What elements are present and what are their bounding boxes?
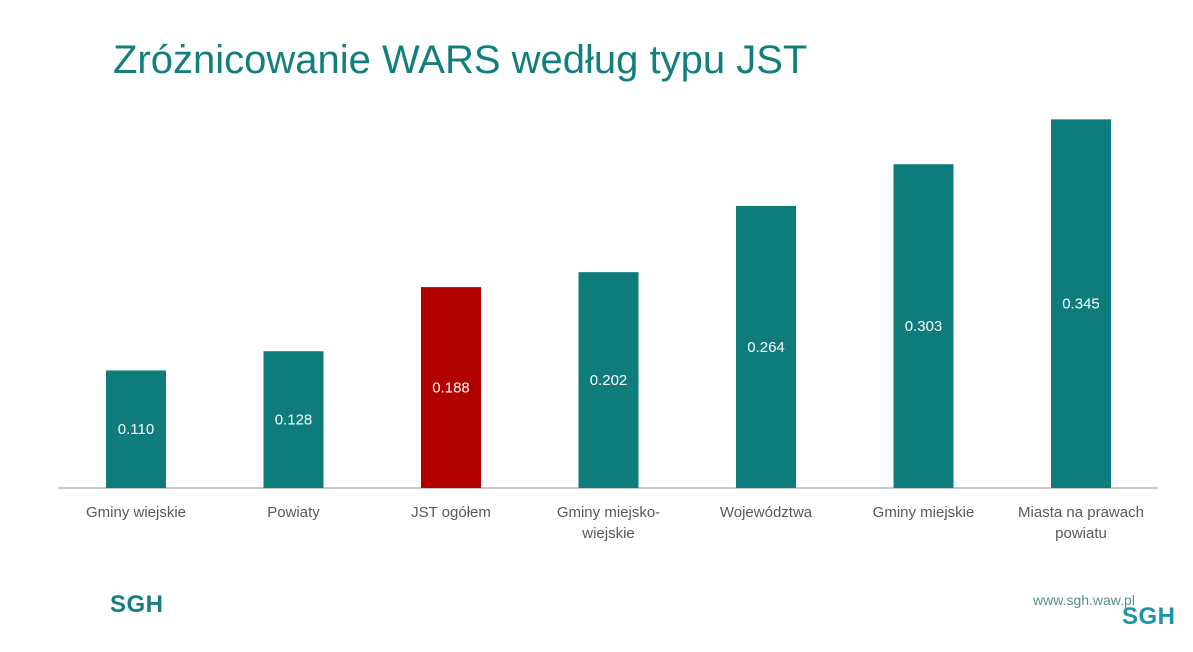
category-label-4: Województwa xyxy=(720,504,813,521)
bar-6 xyxy=(1051,119,1111,488)
bar-value-label-3: 0.202 xyxy=(590,372,628,389)
bar-value-label-1: 0.128 xyxy=(275,412,313,429)
sgh-logo-corner: SGH xyxy=(1122,603,1176,630)
category-label-6: Miasta na prawach xyxy=(1018,504,1144,521)
bar-value-label-2: 0.188 xyxy=(432,380,470,397)
bar-1 xyxy=(263,351,324,488)
bar-0 xyxy=(106,370,166,488)
category-label-6-line-1: powiatu xyxy=(1055,525,1107,542)
bar-value-label-5: 0.303 xyxy=(905,318,943,335)
sgh-logo: SGH xyxy=(110,591,164,618)
category-label-0: Gminy wiejskie xyxy=(86,504,186,521)
website-url: www.sgh.waw.pl xyxy=(1033,592,1135,608)
category-label-1: Powiaty xyxy=(267,504,320,521)
category-label-3: Gminy miejsko- xyxy=(557,504,660,521)
bar-value-label-0: 0.110 xyxy=(118,421,154,438)
bar-4 xyxy=(736,205,796,488)
bar-5 xyxy=(893,164,954,489)
bar-3 xyxy=(578,272,639,488)
slide-title: Zróżnicowanie WARS według typu JST xyxy=(113,38,808,82)
category-label-2: JST ogółem xyxy=(411,504,491,521)
category-label-3-line-1: wiejskie xyxy=(581,525,635,542)
bar-value-label-6: 0.345 xyxy=(1062,296,1100,313)
category-label-5: Gminy miejskie xyxy=(873,504,975,521)
bar-2 xyxy=(421,287,481,488)
bar-value-label-4: 0.264 xyxy=(747,339,785,356)
